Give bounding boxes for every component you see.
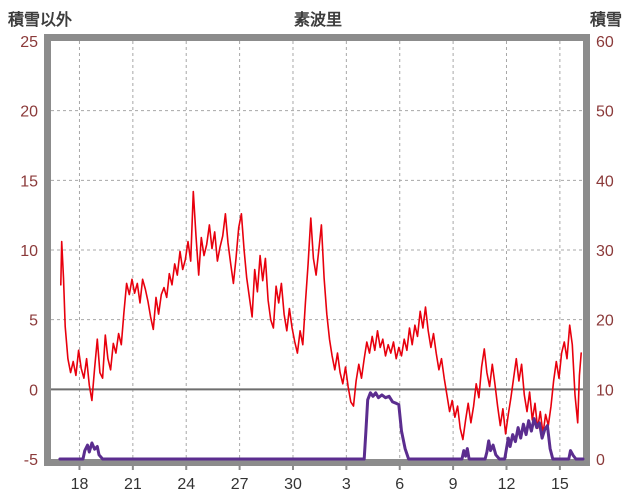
right-axis-tick-label: 60 — [596, 34, 614, 51]
snow-depth-series-line — [58, 391, 585, 461]
left-axis-tick-label: 0 — [29, 382, 38, 399]
left-axis-title: 積雪以外 — [8, 12, 73, 29]
x-tick-label: 12 — [498, 476, 516, 493]
right-axis-tick-label: 40 — [596, 173, 614, 190]
x-tick-label: 18 — [71, 476, 89, 493]
x-tick-label: 6 — [395, 476, 404, 493]
right-axis-title: 積雪 — [589, 12, 622, 29]
right-axis-tick-label: 50 — [596, 104, 614, 121]
left-axis-tick-label: 10 — [20, 243, 38, 260]
left-axis-tick-label: 25 — [20, 34, 38, 51]
right-axis-tick-label: 10 — [596, 382, 614, 399]
right-axis-tick-label: 0 — [596, 452, 605, 469]
x-tick-label: 21 — [124, 476, 142, 493]
x-tick-label: 3 — [342, 476, 351, 493]
x-tick-label: 24 — [177, 476, 195, 493]
x-tick-label: 15 — [551, 476, 569, 493]
right-axis-tick-label: 20 — [596, 313, 614, 330]
x-tick-label: 27 — [231, 476, 249, 493]
right-axis-tick-label: 30 — [596, 243, 614, 260]
left-axis-tick-label: -5 — [24, 452, 38, 469]
left-axis-tick-label: 5 — [29, 313, 38, 330]
x-tick-label: 30 — [284, 476, 302, 493]
left-axis-tick-label: 20 — [20, 104, 38, 121]
non-snow-series-line — [59, 190, 583, 441]
x-tick-label: 9 — [449, 476, 458, 493]
left-axis-tick-label: 15 — [20, 173, 38, 190]
